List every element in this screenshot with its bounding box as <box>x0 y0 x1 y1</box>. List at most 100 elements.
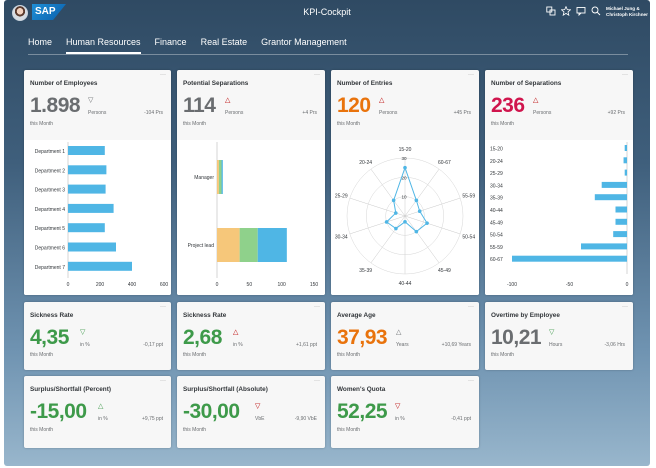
tick-label: Department 1 <box>35 149 66 155</box>
radar-point <box>394 226 398 231</box>
tile-menu-icon[interactable]: ··· <box>468 72 474 78</box>
tile-title: Number of Entries <box>337 80 393 87</box>
bar <box>594 194 627 201</box>
tile-menu-icon[interactable]: ··· <box>314 304 320 310</box>
tile-number-of-separations[interactable]: ··· Number of Separations 236 △ Persons … <box>485 70 633 295</box>
tab-grantor-management[interactable]: Grantor Management <box>261 37 347 47</box>
kpi-unit: VbE <box>255 416 265 422</box>
axis-label: 25-29 <box>335 193 348 199</box>
tile-menu-icon[interactable]: ··· <box>468 304 474 310</box>
tile-menu-icon[interactable]: ··· <box>314 72 320 78</box>
star-icon[interactable] <box>560 5 572 17</box>
stacked-bar-segment <box>218 160 222 194</box>
tile-menu-icon[interactable]: ··· <box>314 378 320 384</box>
kpi-delta: -104 Prs <box>144 110 163 116</box>
kpi-delta: -9,90 VbE <box>294 416 317 422</box>
x-tick-label: 150 <box>310 282 319 288</box>
tile-title: Surplus/Shortfall (Percent) <box>30 386 111 393</box>
tile-surplus-shortfall-absolute[interactable]: ··· Surplus/Shortfall (Absolute) -30,00 … <box>177 376 325 448</box>
axis-label: 55-59 <box>462 193 475 199</box>
tab-real-estate[interactable]: Real Estate <box>200 37 248 47</box>
tile-title: Overtime by Employee <box>491 312 560 319</box>
kpi-delta: +10,69 Years <box>441 342 471 348</box>
kpi-period: this Month <box>491 352 515 358</box>
tick-label: 15-20 <box>490 147 503 153</box>
x-tick-label: 600 <box>160 282 169 288</box>
radar-point <box>414 198 419 203</box>
chart-entries-radar-svg: 15-20 60-67 55-59 50-54 45-49 40-44 35-39 30-34… <box>335 147 475 287</box>
tick-label: Department 4 <box>35 207 66 213</box>
tile-sickness-rate-1[interactable]: ··· Sickness Rate 4,35 ▽ in % -0,17 ppt … <box>24 302 171 370</box>
tile-number-of-employees[interactable]: ··· Number of Employees 1.898 ▽ Persons … <box>24 70 171 295</box>
kpi-value: -30,00 <box>183 400 240 423</box>
radar-axis <box>404 197 461 217</box>
kpi-value: 2,68 <box>183 326 222 349</box>
radar-axis <box>404 168 440 217</box>
tab-home[interactable]: Home <box>28 37 53 47</box>
radar-point <box>425 221 429 225</box>
trend-down-icon: ▽ <box>255 403 261 410</box>
kpi-value: 236 <box>491 94 525 117</box>
bar <box>512 255 627 262</box>
axis-label: 45-49 <box>438 268 451 274</box>
radar-axis <box>370 215 406 264</box>
tab-finance[interactable]: Finance <box>154 37 187 47</box>
trend-down-icon: ▽ <box>395 403 401 410</box>
bar <box>68 184 106 194</box>
radar-point <box>391 198 396 203</box>
tile-title: Number of Employees <box>30 80 98 87</box>
user-avatar[interactable] <box>12 5 28 21</box>
tick-label: 35-39 <box>490 196 503 202</box>
sap-logo[interactable]: SAP <box>32 4 66 20</box>
user-name-line1: Michael Jung & <box>606 6 640 11</box>
kpi-unit: in % <box>80 342 90 348</box>
tile-potential-separations[interactable]: ··· Potential Separations 114 △ Persons … <box>177 70 325 295</box>
tile-average-age[interactable]: ··· Average Age 37,93 △ Years +10,69 Yea… <box>331 302 479 370</box>
tile-menu-icon[interactable]: ··· <box>160 72 166 78</box>
tab-human-resources[interactable]: Human Resources <box>66 37 141 54</box>
tick-label: Department 5 <box>35 226 66 232</box>
kpi-unit: in % <box>395 416 405 422</box>
tick-label: 40-44 <box>490 208 503 214</box>
trend-down-icon: ▽ <box>80 329 86 336</box>
kpi-delta: +92 Prs <box>607 110 625 116</box>
radar-axis <box>370 168 406 217</box>
user-name[interactable]: Michael Jung & Christoph Kirchner <box>606 6 650 18</box>
tile-number-of-entries[interactable]: ··· Number of Entries 120 △ Persons +45 … <box>331 70 479 295</box>
trend-up-icon: △ <box>233 329 239 336</box>
tile-title: Sickness Rate <box>183 312 227 319</box>
tile-sickness-rate-2[interactable]: ··· Sickness Rate 2,68 △ in % +1,61 ppt … <box>177 302 325 370</box>
tile-menu-icon[interactable]: ··· <box>160 304 166 310</box>
tile-menu-icon[interactable]: ··· <box>468 378 474 384</box>
people-icon[interactable] <box>546 6 556 16</box>
kpi-value: 52,25 <box>337 400 388 423</box>
tile-menu-icon[interactable]: ··· <box>160 378 166 384</box>
tile-surplus-shortfall-percent[interactable]: ··· Surplus/Shortfall (Percent) -15,00 △… <box>24 376 171 448</box>
tile-title: Potential Separations <box>183 80 249 87</box>
axis-label: 50-54 <box>462 235 475 241</box>
chart-employees-svg: Department 1 Department 2 Department 3 Depa… <box>35 142 169 288</box>
kpi-period: this Month <box>337 427 361 433</box>
radar-ring <box>366 177 444 255</box>
kpi-delta: +1,61 ppt <box>296 342 317 348</box>
tile-womens-quota[interactable]: ··· Women's Quota 52,25 ▽ in % -0,41 ppt… <box>331 376 479 448</box>
trend-down-icon: ▽ <box>88 97 94 104</box>
trend-up-icon: △ <box>396 329 402 336</box>
bar <box>624 169 627 176</box>
ring-label: 30 <box>401 156 407 161</box>
bar <box>624 145 627 151</box>
tile-menu-icon[interactable]: ··· <box>622 304 628 310</box>
tile-title: Surplus/Shortfall (Absolute) <box>183 386 268 393</box>
bar <box>68 223 105 233</box>
tick-label: Department 7 <box>35 265 66 271</box>
x-tick-label: 200 <box>96 282 105 288</box>
kpi-period: this Month <box>183 121 207 127</box>
search-icon[interactable] <box>591 6 601 16</box>
tick-label: Project lead <box>188 243 215 249</box>
x-tick-label: 400 <box>128 282 137 288</box>
tile-menu-icon[interactable]: ··· <box>622 72 628 78</box>
notification-icon[interactable] <box>576 6 586 17</box>
x-tick-label: 0 <box>67 282 70 288</box>
tile-overtime-by-employee[interactable]: ··· Overtime by Employee 10,21 ▽ Hours -… <box>485 302 633 370</box>
kpi-period: this Month <box>30 121 54 127</box>
